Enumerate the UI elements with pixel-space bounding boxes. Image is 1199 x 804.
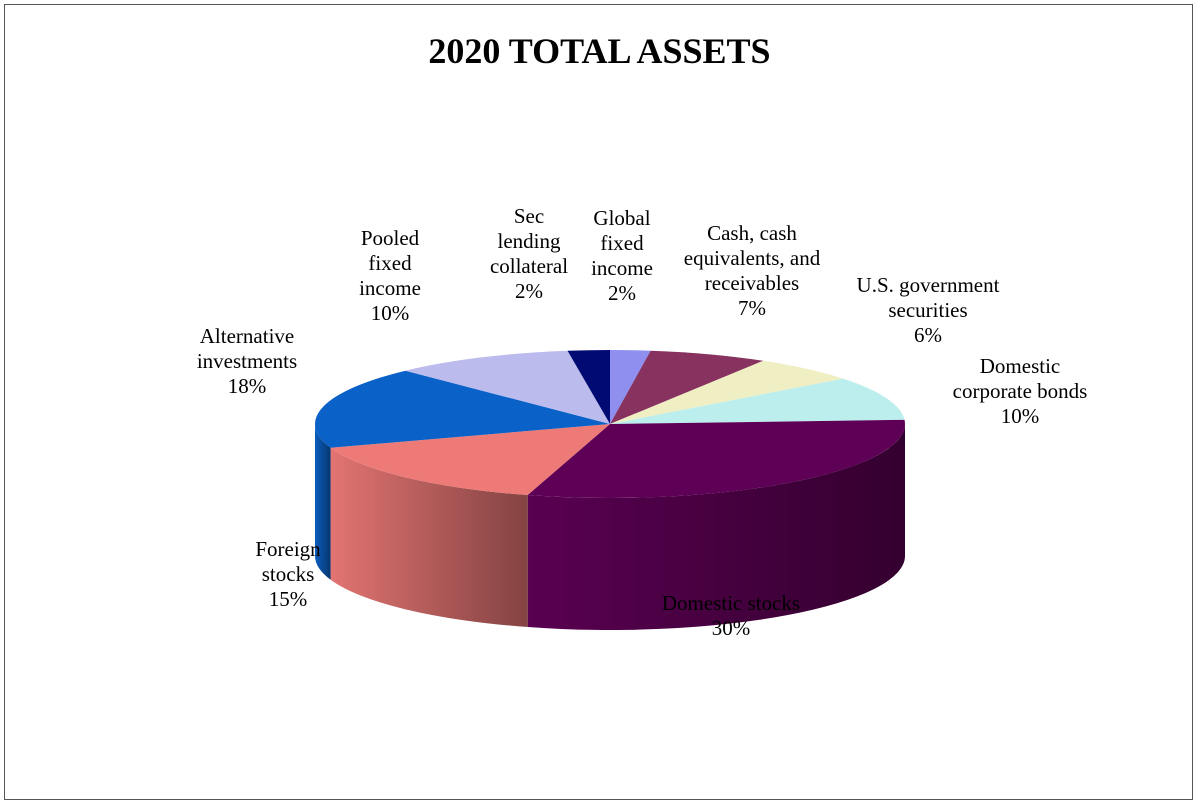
slice-label-7: Pooled fixed income 10% bbox=[359, 226, 421, 325]
slice-label-8: Sec lending collateral 2% bbox=[490, 204, 568, 303]
pie-side-5 bbox=[330, 447, 528, 628]
pie-side-4 bbox=[527, 424, 905, 630]
pie-labels: Global fixed income 2% Cash, cash equivalents… bbox=[197, 204, 1088, 640]
pie-slice-7 bbox=[405, 350, 610, 424]
slice-label-2: U.S. government securities 6% bbox=[857, 273, 1000, 347]
slice-label-0: Global fixed income 2% bbox=[591, 206, 653, 305]
slice-label-4: Domestic stocks 30% bbox=[662, 591, 800, 640]
pie-side-6 bbox=[315, 424, 331, 580]
slice-label-1: Cash, cash equivalents, and receivables 7% bbox=[684, 221, 821, 320]
pie-slice-1 bbox=[610, 350, 764, 424]
pie-slice-0 bbox=[610, 350, 651, 424]
chart-frame bbox=[4, 4, 1193, 800]
pie-tops bbox=[315, 350, 905, 498]
slice-label-3: Domestic corporate bonds 10% bbox=[953, 354, 1088, 428]
pie-slice-2 bbox=[610, 360, 844, 424]
slice-label-5: Foreign stocks 15% bbox=[255, 537, 321, 611]
pie-slice-8 bbox=[567, 350, 610, 424]
pie-slice-5 bbox=[330, 424, 610, 496]
chart-title: 2020 TOTAL ASSETS bbox=[428, 31, 771, 71]
pie-slice-6 bbox=[315, 370, 610, 448]
pie-sides bbox=[315, 424, 905, 630]
pie-slice-3 bbox=[610, 378, 905, 424]
pie-slice-4 bbox=[527, 419, 905, 498]
slice-label-6: Alternative investments 18% bbox=[197, 324, 297, 398]
